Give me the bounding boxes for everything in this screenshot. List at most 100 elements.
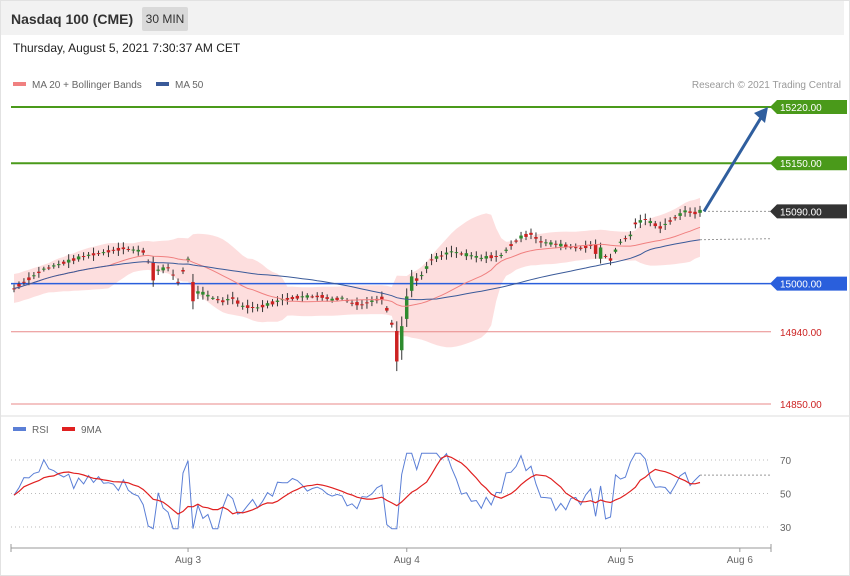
candle [385,306,389,313]
candle-body [588,244,593,246]
candle-body [399,326,404,351]
candle [360,299,364,310]
last-price-label: 15090.00 [780,207,822,218]
candle-body [598,247,603,259]
bollinger-band-fill [14,197,700,348]
candle [593,239,598,259]
candle-body [434,256,439,259]
candle-body [12,288,16,290]
timestamp: Thursday, August 5, 2021 7:30:37 AM CET [13,41,241,55]
candle-body [305,295,310,298]
legend-rsi: RSI [13,425,49,436]
candle-body [126,248,131,250]
candle [52,263,56,269]
candle-body [464,253,469,257]
candle-body [330,298,334,301]
candle [678,209,682,221]
candle-body [360,304,364,306]
candle-body [643,219,648,221]
candle [454,247,459,258]
candle-body [414,278,419,281]
candle-body [653,223,658,227]
candle-body [166,267,170,269]
candle-body [196,291,200,294]
candle [494,250,498,262]
candle [166,263,170,272]
candle [395,321,399,372]
candle-body [240,305,245,307]
candle [693,207,697,219]
resistance-1-label: 15150.00 [780,159,822,170]
candle [399,316,404,360]
pivot-tag [770,276,847,291]
candle [603,254,608,259]
candle [554,240,558,249]
timeframe-button[interactable]: 30 MIN [142,7,188,31]
candle [226,294,230,305]
candle-body [673,217,677,219]
candle-body [71,258,76,261]
candle-body [380,296,384,300]
candle [414,273,419,287]
candle-body [211,297,215,299]
price-levels: 15220.00 15150.00 15090.00 15000.00 14940.00… [11,100,847,411]
candle [141,247,145,256]
candle [633,218,638,229]
candles [12,205,702,372]
candle-body [370,300,374,302]
candle-body [424,266,429,269]
candle-body [275,300,280,302]
candle [529,228,533,240]
candle-body [633,222,638,225]
candle [27,272,31,286]
bollinger-band [14,197,700,348]
candle [688,207,692,217]
candle [409,269,414,298]
rsi-swatch [13,427,26,432]
candle [663,218,667,230]
candle-body [569,246,573,248]
candle [196,285,200,300]
chart-header: Nasdaq 100 (CME) 30 MIN [1,1,844,35]
rsi-ma-line [13,455,701,515]
candle-body [121,247,126,250]
candle-body [226,299,230,301]
candle-body [395,330,399,362]
candle-body [658,226,662,229]
candle-body [365,302,369,304]
candle [22,278,26,286]
candle-body [245,305,250,308]
candle [265,300,270,309]
candle-body [554,243,558,245]
candle-body [519,235,523,239]
candle-body [439,255,444,257]
candle [419,271,424,280]
candle-body [106,250,111,253]
candle-body [76,256,81,260]
candle [300,291,305,302]
candle [370,296,374,307]
candle [245,299,250,314]
candle-body [176,281,180,283]
candle-body [290,296,295,300]
candle [404,288,409,327]
candle-body [235,300,240,304]
candle-body [534,236,538,239]
candle-body [161,267,165,271]
candle-body [310,296,315,298]
candle-body [469,255,474,257]
candle-body [340,297,344,299]
candle [583,240,588,253]
candle-body [409,276,414,291]
resistance-1-tag [770,156,847,171]
candle-body [295,295,300,299]
candle-body [668,220,672,222]
legend-ma50: MA 50 [156,80,203,91]
candle-body [419,275,424,277]
forecast-arrow-head [754,107,768,123]
candle [459,251,464,256]
candle-body [116,247,121,251]
candle [618,239,623,245]
candle-body [474,256,479,258]
candle [638,214,643,229]
